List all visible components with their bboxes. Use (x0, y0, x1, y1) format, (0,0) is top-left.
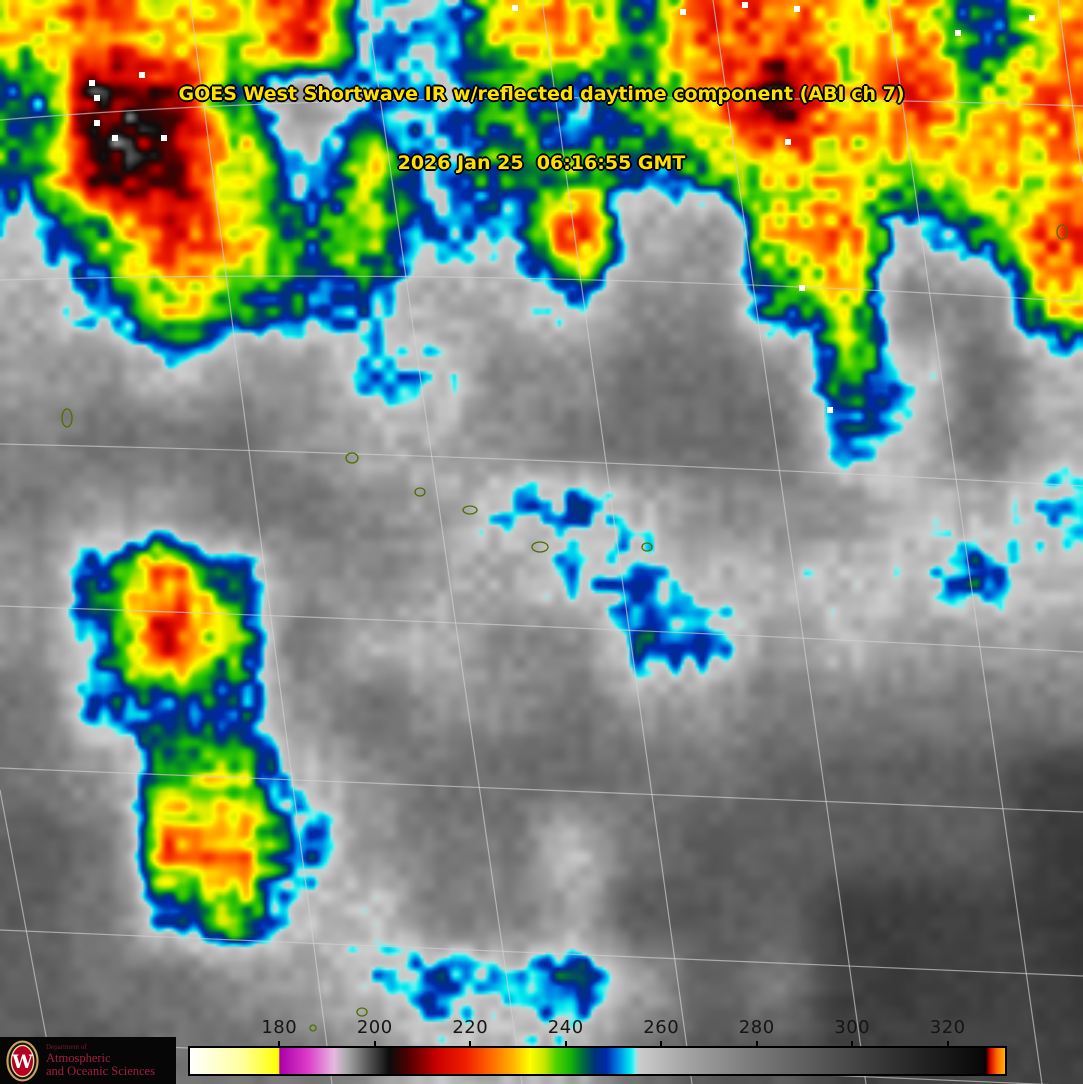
cold-pixel-marker (742, 2, 748, 8)
colorbar-gradient (190, 1048, 1005, 1074)
cold-pixel-marker (799, 285, 805, 291)
cold-pixel-marker (89, 80, 95, 86)
colorbar-tick-label: 220 (452, 1017, 489, 1038)
cold-pixel-marker (161, 135, 167, 141)
logo-line-2: and Oceanic Sciences (46, 1064, 155, 1078)
colorbar: 180 200 220 240 260 280 300 320 (188, 1017, 1007, 1076)
colorbar-tick (469, 1041, 472, 1048)
title-line-1: GOES West Shortwave IR w/reflected dayti… (178, 83, 905, 105)
colorbar-tick-label: 320 (929, 1017, 966, 1038)
cold-pixel-marker (955, 30, 961, 36)
cold-pixel-marker (112, 135, 118, 141)
colorbar-tick-label: 260 (643, 1017, 680, 1038)
cold-pixel-marker (139, 72, 145, 78)
colorbar-tick (946, 1041, 949, 1048)
colorbar-tick-label: 200 (356, 1017, 393, 1038)
crest-letter: W (11, 1051, 33, 1072)
colorbar-tick (660, 1041, 663, 1048)
cold-pixel-marker (512, 5, 518, 11)
colorbar-tick (373, 1041, 376, 1048)
logo-line-1: Atmospheric (46, 1050, 111, 1065)
aos-logo: W Department of Atmospheric and Oceanic … (0, 1037, 176, 1084)
logo-text: Department of Atmospheric and Oceanic Sc… (46, 1043, 155, 1079)
cold-pixel-marker (94, 120, 100, 126)
colorbar-tick-label: 280 (738, 1017, 775, 1038)
title-block: GOES West Shortwave IR w/reflected dayti… (0, 37, 1083, 221)
cold-pixel-marker (794, 6, 800, 12)
title-line-2: 2026 Jan 25 06:16:55 GMT (397, 152, 686, 174)
colorbar-tick (278, 1041, 281, 1048)
cold-pixel-marker (680, 9, 686, 15)
colorbar-tick (564, 1041, 567, 1048)
colorbar-tick-label: 180 (261, 1017, 298, 1038)
colorbar-tick-label: 240 (547, 1017, 584, 1038)
colorbar-tick (851, 1041, 854, 1048)
cold-pixel-marker (827, 407, 833, 413)
colorbar-tick-label: 300 (834, 1017, 871, 1038)
uw-crest-icon: W (6, 1040, 39, 1081)
colorbar-tick (755, 1041, 758, 1048)
logo-dept-line: Department of (46, 1042, 87, 1051)
cold-pixel-marker (1029, 15, 1035, 21)
